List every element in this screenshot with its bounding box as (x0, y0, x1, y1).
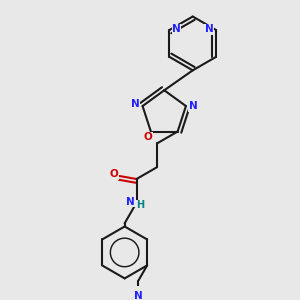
Text: N: N (134, 291, 143, 300)
Text: O: O (143, 132, 152, 142)
Text: N: N (131, 100, 140, 110)
Text: H: H (136, 200, 144, 210)
Text: O: O (109, 169, 118, 179)
Text: N: N (126, 197, 135, 207)
Text: N: N (205, 24, 214, 34)
Text: N: N (172, 24, 181, 34)
Text: N: N (188, 101, 197, 111)
